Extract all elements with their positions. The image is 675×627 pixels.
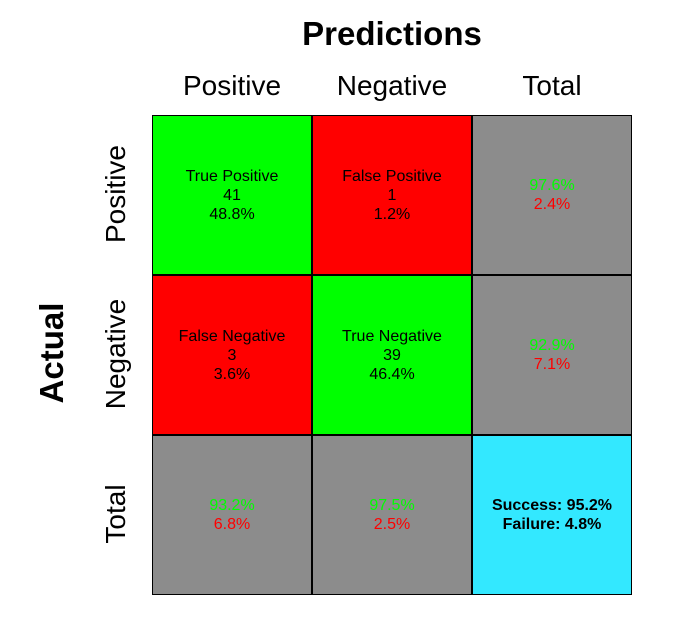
cell-overall-accuracy: Success: 95.2% Failure: 4.8% — [472, 435, 632, 595]
cell-true-positive: True Positive 41 48.8% — [152, 115, 312, 275]
cell-percent: 48.8% — [209, 205, 255, 223]
cell-label: False Negative — [178, 327, 286, 345]
cell-true-negative: True Negative 39 46.4% — [312, 275, 472, 435]
col-label-negative: Negative — [336, 70, 448, 101]
failure-rate: Failure: 4.8% — [502, 516, 602, 533]
cell-bad-percent: 2.5% — [373, 516, 411, 533]
cell-count: 3 — [227, 346, 237, 364]
cell-count: 41 — [223, 186, 241, 204]
cell-false-negative: False Negative 3 3.6% — [152, 275, 312, 435]
cell-count: 1 — [387, 186, 397, 204]
cell-good-percent: 92.9% — [529, 337, 575, 354]
row-axis-title: Actual — [33, 302, 70, 404]
cell-col-total-negative: 97.5% 2.5% — [312, 435, 472, 595]
cell-bad-percent: 7.1% — [533, 356, 571, 373]
col-label-positive: Positive — [182, 70, 282, 101]
success-rate: Success: 95.2% — [491, 497, 613, 514]
cell-row-total-negative: 92.9% 7.1% — [472, 275, 632, 435]
cell-percent: 3.6% — [213, 365, 251, 383]
cell-false-positive: False Positive 1 1.2% — [312, 115, 472, 275]
confusion-matrix: True Positive 41 48.8% False Positive 1 … — [151, 114, 633, 596]
cell-label: True Negative — [342, 327, 442, 345]
cell-good-percent: 97.5% — [369, 497, 415, 514]
row-label-total: Total — [100, 484, 131, 544]
cell-label: False Positive — [342, 167, 442, 185]
cell-label: True Positive — [185, 167, 279, 185]
cell-row-total-positive: 97.6% 2.4% — [472, 115, 632, 275]
cell-good-percent: 93.2% — [209, 497, 255, 514]
cell-bad-percent: 2.4% — [533, 196, 571, 213]
col-label-total: Total — [522, 70, 582, 101]
cell-good-percent: 97.6% — [529, 177, 575, 194]
cell-percent: 46.4% — [369, 365, 415, 383]
cell-percent: 1.2% — [373, 205, 411, 223]
chart-title: Predictions — [302, 15, 482, 52]
cell-col-total-positive: 93.2% 6.8% — [152, 435, 312, 595]
row-label-positive: Positive — [100, 144, 131, 244]
cell-count: 39 — [383, 346, 401, 364]
cell-bad-percent: 6.8% — [213, 516, 251, 533]
row-label-negative: Negative — [100, 298, 131, 410]
